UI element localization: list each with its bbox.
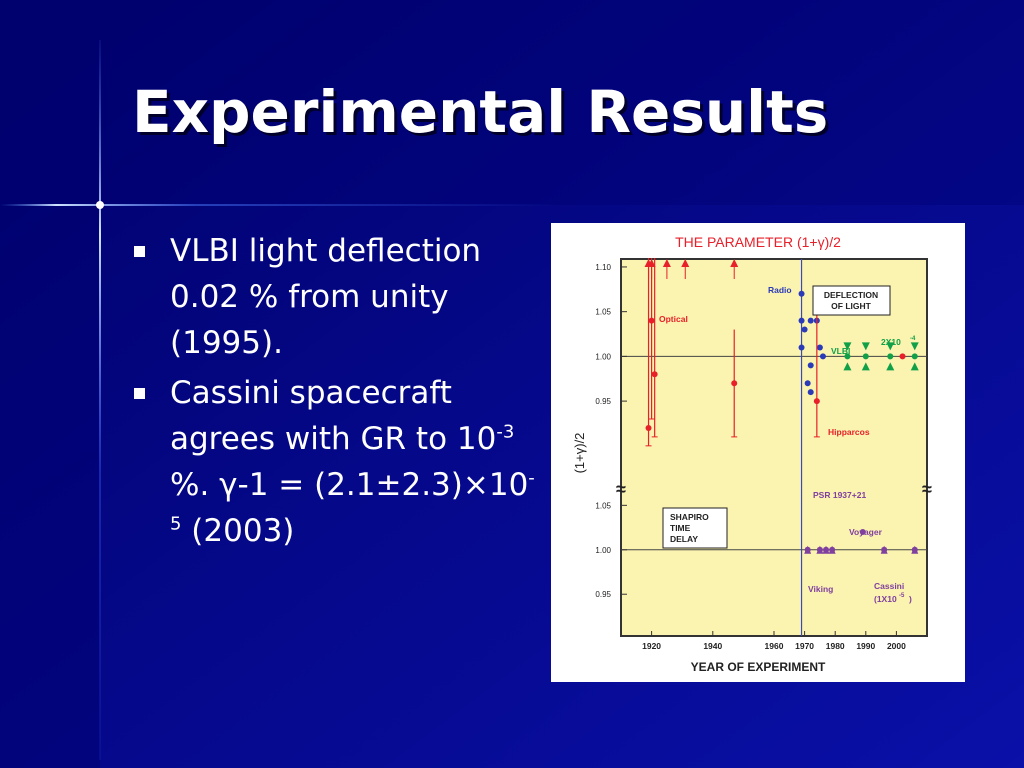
annotation-optical: Optical xyxy=(659,314,688,324)
annotation-exponent: -5 xyxy=(899,593,905,599)
axis-break-mark: ≈ xyxy=(616,479,626,499)
data-point xyxy=(813,398,820,405)
data-point xyxy=(819,353,826,360)
data-point xyxy=(844,353,851,360)
chart-title: THE PARAMETER (1+γ)/2 xyxy=(675,234,841,250)
data-point xyxy=(804,380,811,387)
bound-arrow-icon xyxy=(886,362,895,371)
data-point xyxy=(862,353,869,360)
data-point xyxy=(899,353,906,360)
y-tick-label: 1.05 xyxy=(595,308,611,317)
annotation-exponent: -4 xyxy=(910,336,916,342)
decor-sparkle xyxy=(96,201,104,209)
data-point xyxy=(798,290,805,297)
annotation-voyager: Voyager xyxy=(849,527,883,537)
bound-arrow-icon xyxy=(880,545,888,554)
data-point xyxy=(798,317,805,324)
bound-arrow-icon xyxy=(822,545,830,554)
x-tick-label: 1940 xyxy=(703,641,722,651)
plot-area xyxy=(620,258,928,637)
data-point xyxy=(648,317,655,324)
annotation-paren: ) xyxy=(909,594,912,604)
bound-arrow-icon xyxy=(861,362,870,371)
data-point xyxy=(798,344,805,351)
offscale-arrow-icon xyxy=(681,259,690,267)
annotation-hipparcos: Hipparcos xyxy=(828,427,870,437)
annotation-viking: Viking xyxy=(808,584,833,594)
y-tick-label: 1.05 xyxy=(595,501,611,510)
x-tick-label: 1920 xyxy=(642,641,661,651)
bound-arrow-icon xyxy=(843,362,852,371)
axis-break-mark: ≈ xyxy=(922,479,932,499)
superscript: -5 xyxy=(170,467,535,535)
bullet-text: (2003) xyxy=(181,513,295,549)
bullet-marker-icon xyxy=(134,246,145,257)
data-point xyxy=(807,362,814,369)
annotation-shapiro: SHAPIRO xyxy=(670,512,709,522)
shapiro-box xyxy=(662,507,728,549)
data-point xyxy=(731,380,738,387)
chart-svg: THE PARAMETER (1+γ)/2 ≈ ≈1.10 1.05 1.00 0.95 1… xyxy=(572,234,932,674)
annotation-vlbi: VLBI xyxy=(831,346,850,356)
y-tick-label: 1.10 xyxy=(595,263,611,272)
data-point xyxy=(911,353,918,360)
annotation-of-light: OF LIGHT xyxy=(831,301,871,311)
bullet-text: VLBI light deflection 0.02 % from unity … xyxy=(170,233,482,361)
decor-line-h xyxy=(0,204,560,206)
bullet-text: Cassini spacecraft agrees with GR to 10 xyxy=(170,375,497,457)
annotation-delay: DELAY xyxy=(670,534,698,544)
bullet-item: VLBI light deflection 0.02 % from unity … xyxy=(132,228,542,366)
bound-arrow-icon xyxy=(910,362,919,371)
bullet-marker-icon xyxy=(134,388,145,399)
chart-figure: THE PARAMETER (1+γ)/2 ≈ ≈1.10 1.05 1.00 0.95 1… xyxy=(551,223,965,682)
slide-title: Experimental Results xyxy=(132,78,829,146)
bound-arrow-icon xyxy=(910,342,919,351)
data-point xyxy=(651,371,658,378)
y-tick-label: 0.95 xyxy=(595,397,611,406)
bound-arrow-icon xyxy=(861,342,870,351)
bullet-text: %. γ-1 = (2.1±2.3)×10 xyxy=(170,467,529,503)
data-point xyxy=(887,353,894,360)
offscale-arrow-icon xyxy=(662,259,671,267)
bound-arrow-icon xyxy=(816,545,824,554)
data-point xyxy=(816,344,823,351)
x-tick-label: 1960 xyxy=(765,641,784,651)
annotation-time: TIME xyxy=(670,523,691,533)
annotation-psr: PSR 1937+21 xyxy=(813,490,866,500)
annotation-cassini: Cassini xyxy=(874,581,904,591)
data-point xyxy=(859,529,866,535)
data-point xyxy=(807,317,814,324)
y-tick-label: 0.95 xyxy=(595,590,611,599)
superscript: -3 xyxy=(496,421,515,443)
bound-arrow-icon xyxy=(886,342,895,351)
data-point xyxy=(807,389,814,396)
bound-arrow-icon xyxy=(804,545,812,554)
annotation-2x10: 2X10 xyxy=(881,337,901,347)
x-tick-label: 1970 xyxy=(795,641,814,651)
bullet-item: Cassini spacecraft agrees with GR to 10-… xyxy=(132,370,542,554)
x-tick-label: 2000 xyxy=(887,641,906,651)
x-axis-label: YEAR OF EXPERIMENT xyxy=(691,660,826,674)
bound-arrow-icon xyxy=(843,342,852,351)
offscale-arrow-icon xyxy=(647,259,656,267)
bound-arrow-icon xyxy=(911,545,919,554)
bullet-list: VLBI light deflection 0.02 % from unity … xyxy=(132,228,542,558)
y-tick-label: 1.00 xyxy=(595,352,611,361)
data-point xyxy=(645,424,652,431)
annotation-radio: Radio xyxy=(768,285,792,295)
annotation-deflection: DEFLECTION xyxy=(824,290,878,300)
bound-arrow-icon xyxy=(828,545,836,554)
deflection-box xyxy=(812,285,891,316)
x-tick-label: 1990 xyxy=(856,641,875,651)
x-tick-label: 1980 xyxy=(826,641,845,651)
y-tick-label: 1.00 xyxy=(595,546,611,555)
offscale-arrow-icon xyxy=(730,259,739,267)
y-axis-label: (1+γ)/2 xyxy=(572,433,587,474)
data-point xyxy=(801,326,808,333)
decor-line-v xyxy=(99,40,101,760)
annotation-cassini-value: (1X10 xyxy=(874,594,897,604)
